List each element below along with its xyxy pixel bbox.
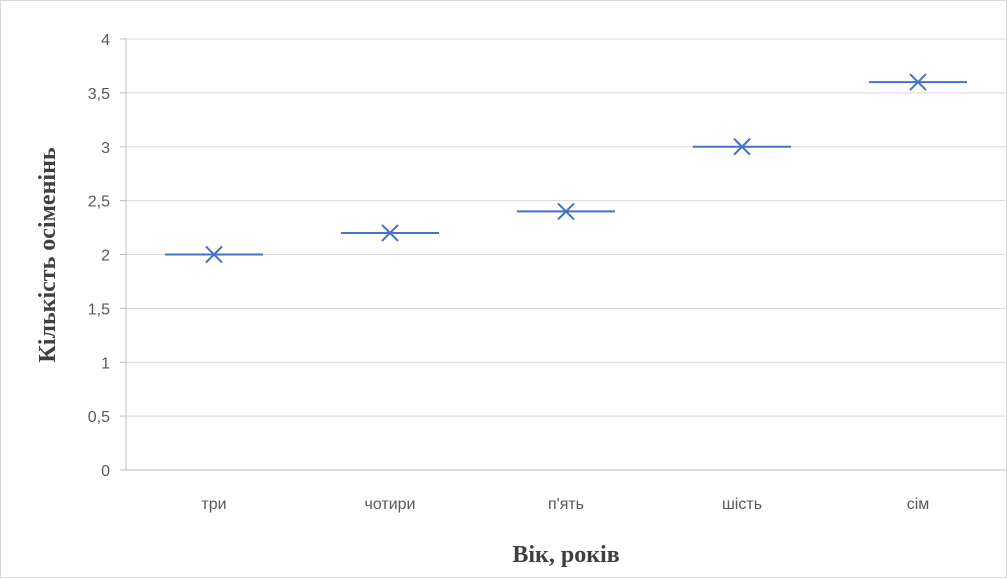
y-tick-label: 0,5 [88, 409, 110, 426]
mean-marker-stroke [205, 245, 223, 264]
axes [120, 38, 1006, 471]
x-axis-title: Вік, років [512, 542, 619, 568]
x-tick-label: три [201, 496, 226, 513]
y-tick-label: 2 [101, 248, 110, 265]
data-marks [165, 73, 967, 264]
y-tick-label: 3 [101, 140, 110, 157]
y-tick-label: 2,5 [88, 194, 110, 211]
x-tick-labels: три чотири п'ять шість сім [201, 496, 929, 513]
y-tick-label: 0 [101, 463, 110, 480]
y-tick-labels: 0 0,5 1 1,5 2 2,5 3 3,5 4 [88, 32, 110, 480]
mean-marker [733, 138, 751, 156]
x-tick-label: п'ять [548, 496, 584, 513]
mean-marker [557, 202, 575, 221]
y-axis-title: Кількість осіменінь [35, 147, 61, 363]
x-tick-label: сім [907, 496, 930, 513]
mean-marker [909, 73, 927, 91]
mean-marker [381, 224, 399, 242]
x-tick-label: чотири [365, 496, 416, 513]
y-tick-label: 4 [101, 32, 110, 49]
mean-marker-stroke [909, 73, 927, 91]
mean-marker-stroke [557, 202, 575, 221]
gridlines [126, 38, 1006, 417]
mean-marker [205, 245, 223, 264]
mean-marker-stroke [733, 138, 751, 156]
y-tick-label: 3,5 [88, 86, 110, 103]
y-tick-label: 1,5 [88, 301, 110, 318]
mean-marker-stroke [381, 224, 399, 242]
x-tick-label: шість [722, 496, 762, 513]
y-tick-label: 1 [101, 355, 110, 372]
